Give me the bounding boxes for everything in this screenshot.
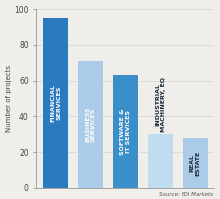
Text: BUSINESS
SERVICES: BUSINESS SERVICES [85, 107, 96, 142]
Text: FINANCIAL
SERVICES: FINANCIAL SERVICES [50, 84, 61, 122]
Bar [183, 138, 208, 188]
Text: INDUSTRIAL
MACHINERY, EQ: INDUSTRIAL MACHINERY, EQ [155, 77, 166, 133]
Text: SOFTWARE &
IT SERVICES: SOFTWARE & IT SERVICES [120, 108, 131, 155]
Text: REAL
ESTATE: REAL ESTATE [190, 150, 201, 176]
Bar [148, 134, 173, 188]
Bar [113, 75, 138, 188]
Text: Source: fDI Markets: Source: fDI Markets [160, 192, 213, 197]
Bar [43, 18, 68, 188]
Bar [78, 61, 103, 188]
Y-axis label: Number of projects: Number of projects [6, 65, 12, 132]
